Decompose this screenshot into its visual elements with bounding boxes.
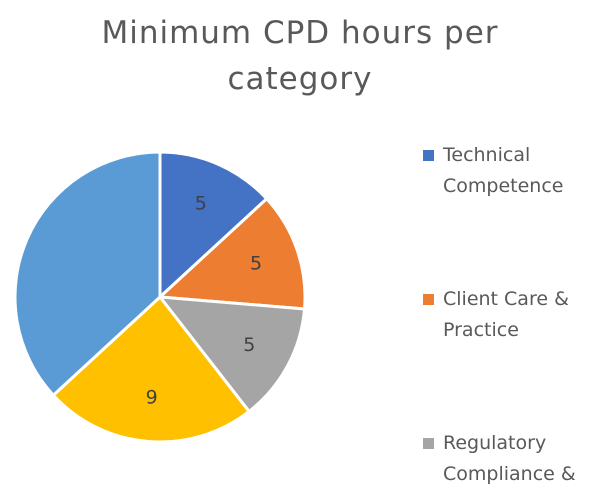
data-label: 5 bbox=[250, 253, 262, 275]
legend-swatch bbox=[423, 150, 434, 161]
data-label: 5 bbox=[243, 334, 255, 356]
pie-slice bbox=[156, 295, 307, 414]
legend-label: Regulatory Compliance & bbox=[443, 432, 576, 485]
data-label: 5 bbox=[195, 193, 207, 215]
chart-title: Minimum CPD hours per category bbox=[101, 15, 499, 97]
legend-swatch bbox=[423, 294, 434, 305]
legend-label: Client Care & Practice bbox=[443, 288, 569, 341]
legend-label: Technical Competence bbox=[443, 144, 564, 197]
data-label: 9 bbox=[146, 387, 158, 409]
pie-slice bbox=[156, 196, 307, 311]
pie-slice bbox=[51, 294, 252, 444]
legend-swatch bbox=[423, 438, 434, 449]
pie-slice bbox=[13, 150, 162, 398]
pie-slice bbox=[158, 150, 269, 301]
